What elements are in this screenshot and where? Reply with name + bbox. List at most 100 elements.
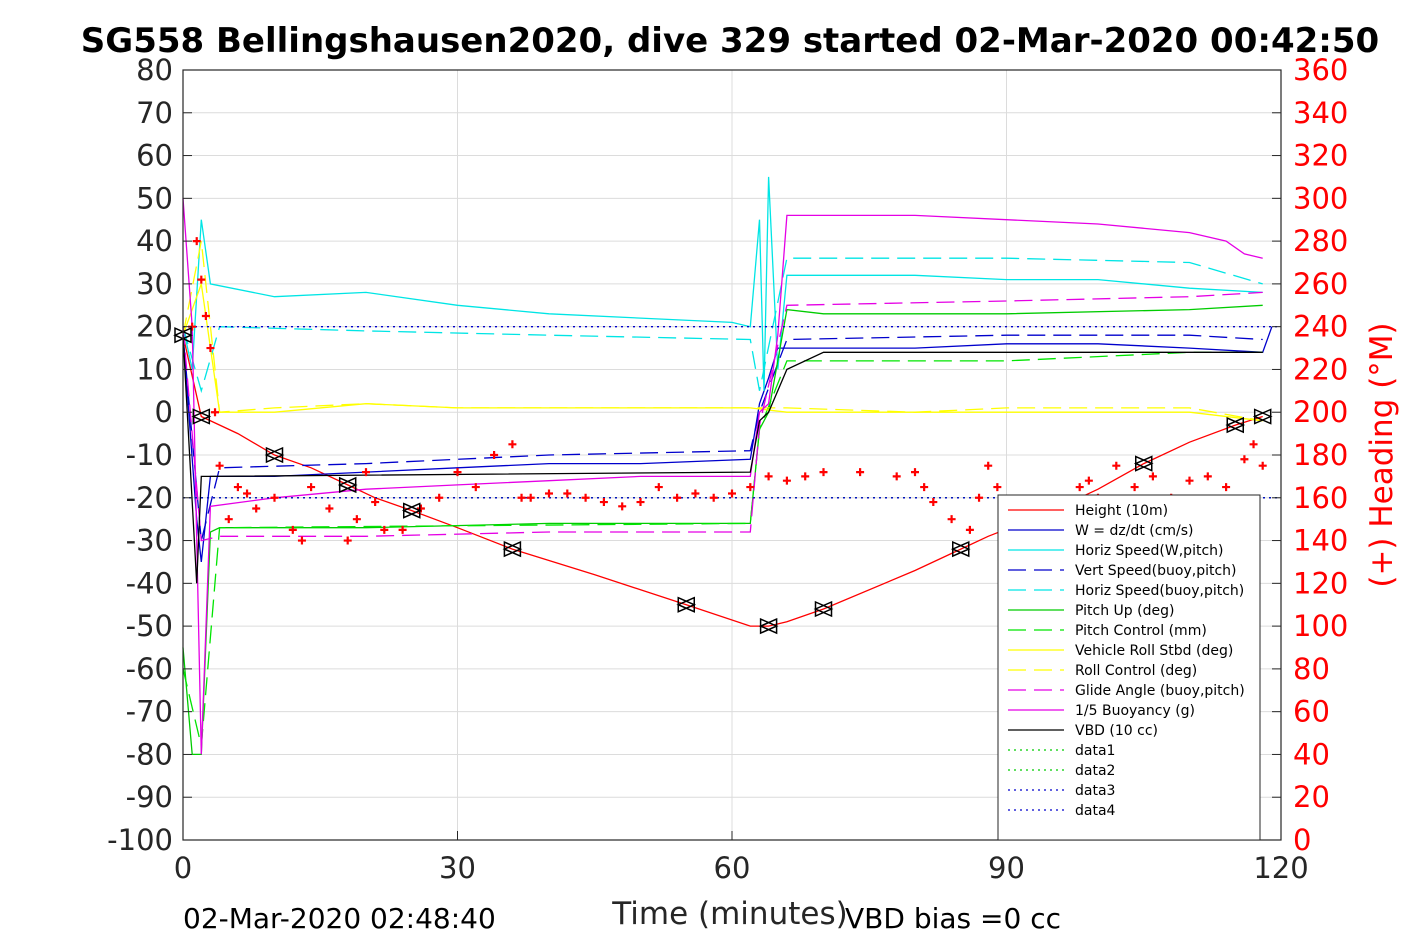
heading-marker — [993, 483, 1002, 492]
y-right-tick-label: 100 — [1293, 609, 1348, 643]
heading-marker — [224, 515, 233, 524]
heading-marker — [508, 440, 517, 449]
heading-marker — [1258, 461, 1267, 470]
legend-label-11: VBD (10 cc) — [1075, 723, 1158, 739]
legend-label-8: Roll Control (deg) — [1075, 663, 1197, 679]
y-right-tick-label: 320 — [1293, 139, 1348, 173]
y-right-tick-label: 60 — [1293, 695, 1330, 729]
y-right-tick-label: 120 — [1293, 566, 1348, 600]
heading-marker — [965, 525, 974, 534]
y-right-tick-label: 0 — [1293, 823, 1311, 857]
series-line-11 — [182, 335, 1263, 584]
heading-marker — [856, 468, 865, 477]
legend-label-9: Glide Angle (buoy,pitch) — [1075, 683, 1245, 699]
heading-marker — [206, 344, 215, 353]
heading-marker — [947, 515, 956, 524]
y-right-tick-label: 220 — [1293, 352, 1348, 386]
heading-marker — [563, 489, 572, 498]
y-right-tick-label: 40 — [1293, 737, 1330, 771]
y-axis-left: 80 70 60 50 40 30 20 10 0 -10 -20 -30 -40 -50 -60 -70 -8… — [107, 53, 192, 857]
heading-marker — [380, 525, 389, 534]
heading-marker — [297, 536, 306, 545]
heading-marker — [371, 498, 380, 507]
y-axis-right: 3603403203002802602402202001801601401201… — [1272, 53, 1348, 857]
heading-marker — [233, 483, 242, 492]
y-tick-label: 0 — [155, 395, 173, 429]
height-marker — [191, 408, 212, 425]
heading-marker — [517, 493, 526, 502]
heading-marker — [362, 468, 370, 477]
height-marker — [813, 600, 834, 618]
heading-marker — [352, 515, 361, 524]
heading-marker — [1130, 483, 1139, 492]
heading-marker — [192, 237, 201, 246]
y-tick-label: 20 — [136, 310, 173, 344]
x-tick-label: 60 — [714, 851, 751, 885]
heading-marker — [307, 483, 316, 492]
heading-marker — [764, 472, 773, 481]
y-right-tick-label: 200 — [1293, 395, 1348, 429]
legend-label-1: W = dz/dt (cm/s) — [1075, 523, 1194, 539]
heading-marker — [599, 498, 608, 507]
heading-marker — [673, 493, 682, 502]
heading-marker — [288, 525, 297, 534]
x-tick-label: 0 — [174, 851, 192, 885]
heading-marker — [416, 504, 425, 513]
series-line-2 — [182, 176, 1263, 391]
y-tick-label: -70 — [126, 695, 173, 729]
heading-marker — [270, 493, 279, 502]
heading-marker — [1240, 455, 1249, 464]
heading-marker — [490, 451, 499, 459]
y-tick-label: 50 — [136, 181, 173, 215]
y-right-tick-label: 280 — [1293, 224, 1348, 258]
heading-marker — [975, 493, 984, 502]
y-tick-label: 80 — [136, 53, 173, 87]
heading-marker — [243, 489, 252, 498]
heading-marker — [911, 468, 919, 477]
y-tick-label: -40 — [126, 566, 173, 600]
y-right-tick-label: 160 — [1293, 481, 1348, 515]
y-right-tick-label: 340 — [1293, 96, 1348, 130]
heading-marker — [984, 461, 993, 470]
legend-label-13: data2 — [1075, 763, 1115, 779]
legend-label-10: 1/5 Buoyancy (g) — [1075, 703, 1195, 719]
legend-label-15: data4 — [1075, 803, 1116, 819]
heading-marker — [453, 468, 462, 477]
height-marker — [1133, 455, 1154, 472]
heading-marker — [197, 275, 206, 284]
series-line-8 — [182, 240, 1263, 422]
y-tick-label: 30 — [136, 267, 173, 301]
legend-label-14: data3 — [1075, 783, 1115, 799]
y-tick-label: 60 — [136, 139, 173, 173]
heading-marker — [252, 504, 261, 513]
y-right-tick-label: 260 — [1293, 267, 1348, 301]
heading-marker — [325, 504, 334, 513]
y-right-tick-label: 180 — [1293, 438, 1348, 472]
legend-label-4: Horiz Speed(buoy,pitch) — [1075, 583, 1244, 599]
heading-marker — [728, 489, 736, 498]
series-line-0 — [182, 335, 1263, 627]
x-tick-label: 120 — [1253, 851, 1308, 885]
heading-marker — [929, 498, 938, 507]
heading-marker — [1084, 476, 1093, 485]
height-marker — [1225, 416, 1246, 434]
y-tick-label: -30 — [126, 524, 173, 558]
heading-marker — [1112, 461, 1121, 470]
height-marker — [502, 540, 523, 558]
legend-label-0: Height (10m) — [1075, 503, 1168, 519]
height-marker — [337, 476, 358, 494]
chart-title: SG558 Bellingshausen2020, dive 329 start… — [81, 21, 1379, 61]
heading-marker — [618, 502, 627, 511]
heading-marker — [215, 461, 224, 470]
height-marker — [950, 540, 971, 558]
heading-marker — [211, 408, 220, 417]
heading-marker — [435, 493, 444, 502]
heading-marker — [526, 493, 535, 502]
x-axis: 0 30 60 90 120 — [174, 831, 1309, 885]
heading-marker — [801, 472, 810, 481]
height-marker — [401, 502, 422, 519]
legend-label-2: Horiz Speed(W,pitch) — [1075, 543, 1223, 559]
y-right-tick-label: 140 — [1293, 524, 1348, 558]
heading-marker — [782, 476, 791, 485]
